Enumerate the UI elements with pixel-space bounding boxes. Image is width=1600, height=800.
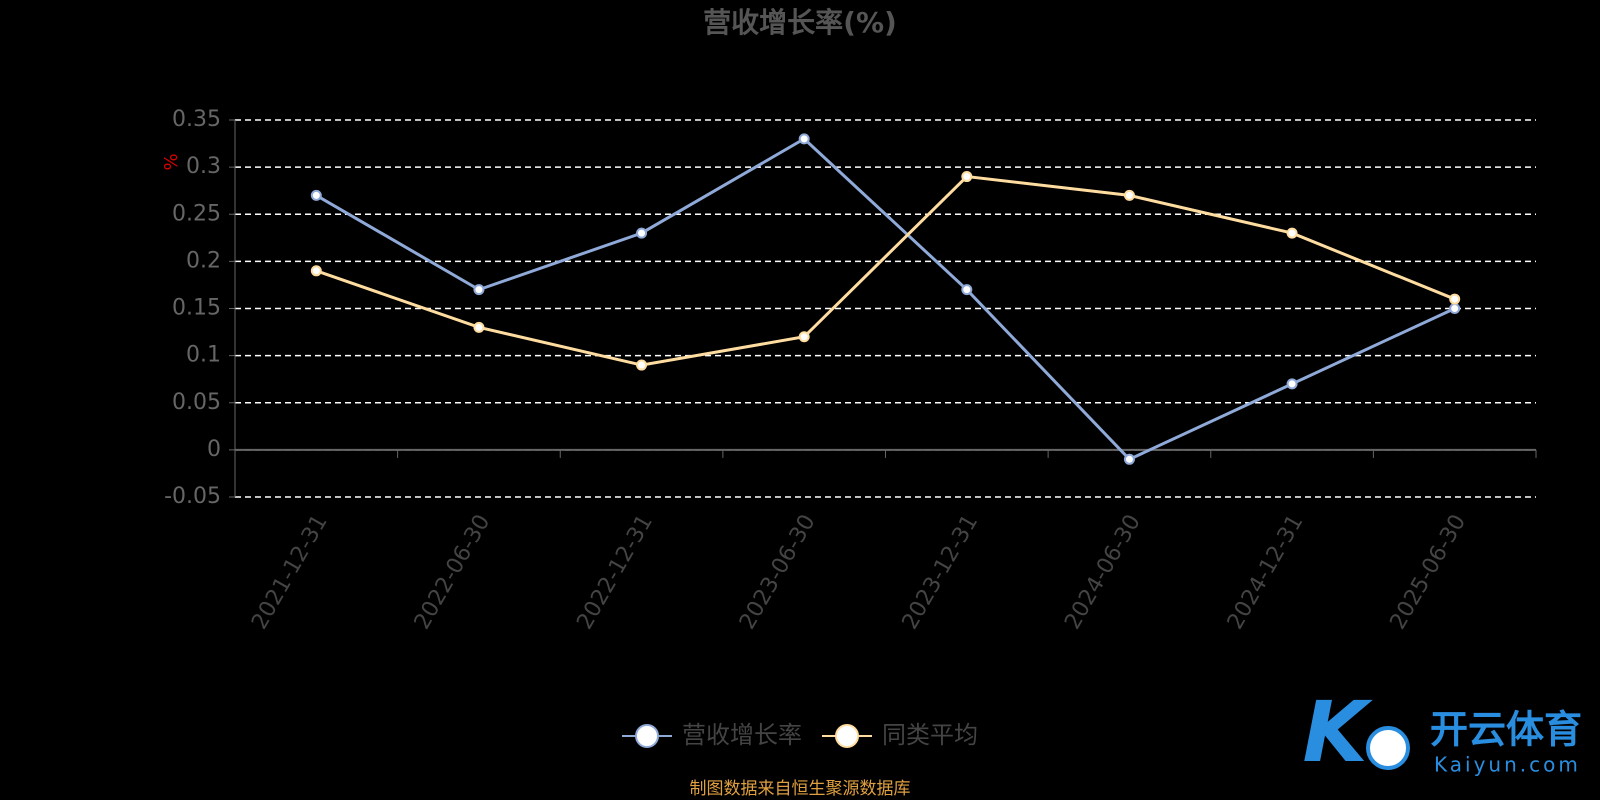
x-tick-label: 2021-12-31 bbox=[247, 511, 333, 634]
legend-marker bbox=[635, 724, 659, 748]
point bbox=[961, 171, 973, 183]
series-line bbox=[315, 174, 1456, 367]
y-tick-label: 0.25 bbox=[172, 201, 221, 226]
y-tick-label: 0.15 bbox=[172, 296, 221, 321]
point bbox=[798, 133, 810, 145]
point bbox=[1123, 453, 1135, 465]
point bbox=[310, 265, 322, 277]
point bbox=[1449, 293, 1461, 305]
point bbox=[473, 321, 485, 333]
y-tick-label: 0.05 bbox=[172, 390, 221, 415]
point bbox=[1123, 189, 1135, 201]
point bbox=[1286, 378, 1298, 390]
y-tick-label: 0.3 bbox=[186, 154, 221, 179]
series-line bbox=[315, 136, 1456, 462]
point bbox=[1449, 303, 1461, 314]
y-tick-label: -0.05 bbox=[164, 484, 221, 509]
legend-label: 同类平均 bbox=[882, 721, 978, 749]
x-tick-label: 2023-06-30 bbox=[735, 511, 821, 634]
chart-title: 营收增长率(%) bbox=[703, 6, 897, 39]
y-axis-label: % bbox=[161, 153, 182, 170]
watermark-site: Kaiyun.com bbox=[1434, 753, 1581, 777]
x-tick-label: 2025-06-30 bbox=[1385, 511, 1471, 634]
source-note: 制图数据来自恒生聚源数据库 bbox=[690, 779, 911, 799]
watermark: K 开云体育 Kaiyun.com bbox=[1302, 683, 1582, 781]
legend-label: 营收增长率 bbox=[682, 721, 802, 749]
point bbox=[636, 227, 648, 239]
y-tick-label: 0 bbox=[207, 437, 221, 462]
watermark-brand: 开云体育 bbox=[1430, 708, 1582, 752]
x-tick-label: 2022-12-31 bbox=[572, 511, 658, 634]
y-tick-label: 0.2 bbox=[186, 248, 221, 273]
watermark-ball bbox=[1366, 726, 1410, 770]
point bbox=[1286, 227, 1298, 239]
point bbox=[473, 284, 485, 296]
point bbox=[961, 284, 973, 296]
x-tick-label: 2023-12-31 bbox=[898, 511, 984, 634]
legend-marker bbox=[835, 724, 859, 748]
point bbox=[636, 359, 648, 371]
y-tick-label: 0.1 bbox=[186, 343, 221, 368]
x-tick-label: 2024-12-31 bbox=[1223, 511, 1309, 634]
x-tick-label: 2022-06-30 bbox=[410, 511, 496, 634]
x-tick-label: 2024-06-30 bbox=[1060, 511, 1146, 634]
point bbox=[310, 189, 322, 201]
watermark-logo: K bbox=[1302, 683, 1373, 781]
y-tick-label: 0.35 bbox=[172, 107, 221, 132]
point bbox=[798, 331, 810, 343]
